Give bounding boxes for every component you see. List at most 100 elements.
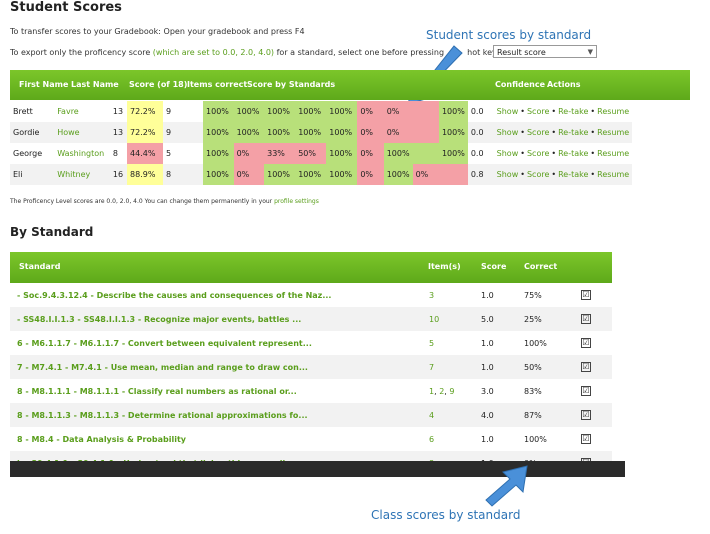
by-standard-title: By Standard [10,225,94,239]
separator: • [520,170,525,179]
export-text-b: for a standard, select one before pressi… [276,48,445,57]
col-confidence[interactable]: Confidence [495,80,546,89]
standard-link[interactable]: - SS48.I.I.1.3 - SS48.I.I.1.3 - Recogniz… [10,307,428,331]
separator: • [590,149,596,158]
standard-score-cell: 0% [357,143,384,164]
show-link[interactable]: Show [496,149,519,158]
checkbox-icon[interactable]: ☑ [581,386,591,396]
score-link[interactable]: Score [526,149,550,158]
item-link[interactable]: 4 [429,410,435,420]
table-row: Eli Whitney 16 88.9% 8 100% 0% 100% 100% 100% 0% 10… [10,164,710,185]
checkbox-icon[interactable]: ☑ [581,314,591,324]
standards-table-header: Standard Item(s) Score Correct [10,252,612,283]
table-row: 7 - M7.4.1 - M7.4.1 - Use mean, median a… [10,355,612,379]
first-name-cell: Brett [10,101,55,122]
table-row: 8 - M8.1.1.3 - M8.1.1.3 - Determine rati… [10,403,612,427]
show-link[interactable]: Show [496,128,519,137]
last-name-link[interactable]: Washington [54,143,110,164]
table-row: Gordie Howe 13 72.2% 9 100% 100% 100% 100% 100% 0%… [10,122,710,143]
percent-cell: 72.2% [127,101,164,122]
col-correct[interactable]: Correct [524,262,558,271]
student-scores-table: Brett Favre 13 72.2% 9 100% 100% 100% 100% 100% 0%… [10,101,710,185]
items-cell: 10 [428,307,480,331]
checkbox-icon[interactable]: ☑ [581,362,591,372]
col-items-correct[interactable]: Items correct [187,80,248,89]
item-link[interactable]: 7 [429,362,435,372]
standard-link[interactable]: - Soc.9.4.3.12.4 - Describe the causes a… [10,283,428,307]
standard-score-cell: 100% [438,143,468,164]
confidence-cell: 0.0 [467,143,494,164]
standard-link[interactable]: 8 - M8.1.1.1 - M8.1.1.1 - Classify real … [10,379,428,403]
standard-score-cell: 100% [326,143,358,164]
arrow-up-right-icon [485,465,528,507]
checkbox-icon[interactable]: ☑ [581,338,591,348]
last-name-link[interactable]: Whitney [54,164,110,185]
item-link[interactable]: 5 [429,338,435,348]
standard-link[interactable]: 8 - M8.1.1.3 - M8.1.1.3 - Determine rati… [10,403,428,427]
resume-link[interactable]: Resume [597,128,630,137]
col-first-name[interactable]: First Name [19,80,69,89]
page-title: Student Scores [10,0,122,15]
col-items[interactable]: Item(s) [428,262,461,271]
checkbox-icon[interactable]: ☑ [581,290,591,300]
export-text-c: hot key: [467,48,499,57]
std-score-cell: 5.0 [480,307,523,331]
retake-link[interactable]: Re-take [558,107,589,116]
standard-link[interactable]: 7 - M7.4.1 - M7.4.1 - Use mean, median a… [10,355,428,379]
checkbox-icon[interactable]: ☑ [581,410,591,420]
profile-settings-link[interactable]: profile settings [274,198,319,205]
standard-score-cell: 100% [233,101,265,122]
col-std-score[interactable]: Score [481,262,507,271]
item-link[interactable]: 10 [429,314,440,324]
item-link[interactable]: 1 [429,386,435,396]
standard-score-cell: 100% [295,122,327,143]
item-link[interactable]: 2 [439,386,445,396]
separator: • [520,128,525,137]
col-last-name[interactable]: Last Name [71,80,119,89]
retake-link[interactable]: Re-take [558,170,589,179]
standard-link[interactable]: 6 - M6.1.1.7 - M6.1.1.7 - Convert betwee… [10,331,428,355]
standard-score-cell: 0% [412,164,439,185]
table-row: - SS48.I.I.1.3 - SS48.I.I.1.3 - Recogniz… [10,307,612,331]
score-link[interactable]: Score [526,128,550,137]
last-name-link[interactable]: Favre [54,101,110,122]
show-link[interactable]: Show [496,170,519,179]
correct-cell: 83% [523,379,580,403]
confidence-cell: 0.0 [467,101,494,122]
score-cell: 8 [109,143,128,164]
separator: • [520,107,525,116]
resume-link[interactable]: Resume [597,170,630,179]
resume-link[interactable]: Resume [597,149,630,158]
export-select-value: Result score [497,48,546,57]
item-link[interactable]: 3 [429,290,435,300]
item-link[interactable]: 9 [449,386,455,396]
correct-cell: 50% [523,355,580,379]
col-score[interactable]: Score (of 18) [129,80,188,89]
checkbox-cell: ☑ [580,283,612,307]
export-score-select[interactable]: Result score ▼ [493,45,597,58]
retake-link[interactable]: Re-take [558,149,589,158]
standard-score-cell: 100% [264,101,296,122]
resume-link[interactable]: Resume [597,107,630,116]
first-name-cell: Eli [10,164,55,185]
checkbox-icon[interactable]: ☑ [581,434,591,444]
score-link[interactable]: Score [526,107,550,116]
standard-score-cell: 0% [233,143,265,164]
last-name-link[interactable]: Howe [54,122,110,143]
show-link[interactable]: Show [496,107,519,116]
correct-cell: 25% [523,307,580,331]
col-standard[interactable]: Standard [19,262,61,271]
percent-cell: 44.4% [127,143,164,164]
proficiency-values-text: (which are set to 0.0, 2.0, 4.0) [152,48,275,57]
actions-cell: Show • Score • Re-take • Resume [493,143,633,164]
retake-link[interactable]: Re-take [558,128,589,137]
standard-link[interactable]: 8 - M8.4 - Data Analysis & Probability [10,427,428,451]
standard-score-cell: 100% [326,122,358,143]
checkbox-cell: ☑ [580,427,612,451]
score-link[interactable]: Score [526,170,550,179]
standard-score-cell: 100% [438,101,468,122]
separator: • [551,170,557,179]
item-link[interactable]: 6 [429,434,435,444]
standard-score-cell: 100% [233,122,265,143]
score-cell: 13 [109,122,128,143]
